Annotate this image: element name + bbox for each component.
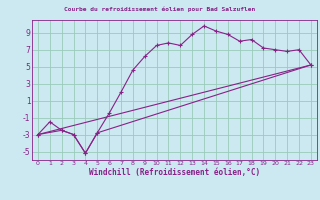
X-axis label: Windchill (Refroidissement éolien,°C): Windchill (Refroidissement éolien,°C): [89, 168, 260, 177]
Text: Courbe du refroidissement éolien pour Bad Salzuflen: Courbe du refroidissement éolien pour Ba…: [64, 6, 256, 11]
